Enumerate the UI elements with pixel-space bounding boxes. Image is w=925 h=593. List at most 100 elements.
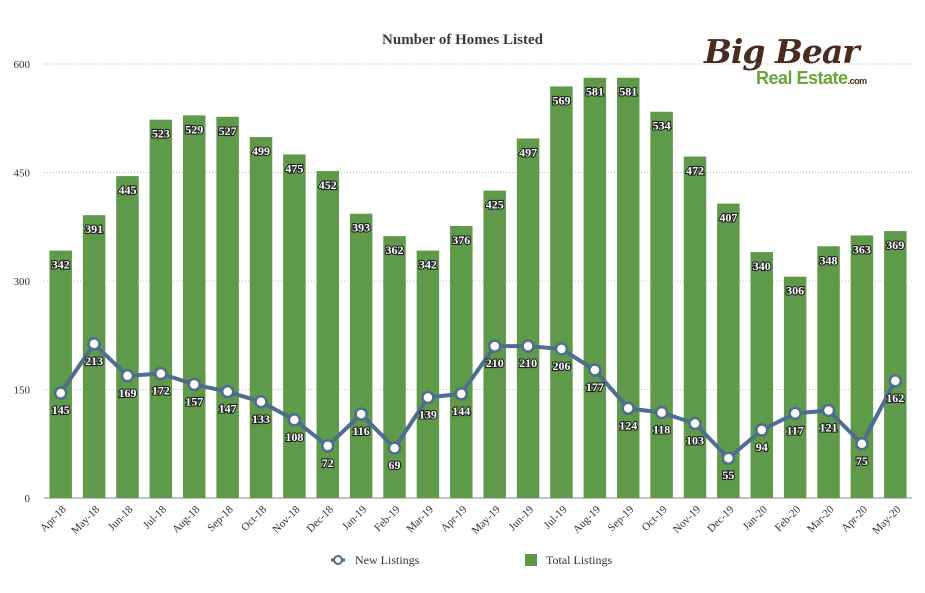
line-value-label: 210: [519, 356, 537, 370]
line-value-label: 139: [419, 407, 437, 421]
new-listings-point: [120, 369, 135, 383]
bar-total-listings: [316, 171, 340, 498]
line-value-label: 117: [786, 423, 803, 437]
bar-value-label: 342: [52, 258, 70, 272]
legend-label-total-listings: Total Listings: [546, 553, 612, 567]
new-listings-point: [688, 416, 702, 431]
line-value-label: 121: [820, 420, 838, 434]
new-listings-point: [888, 374, 903, 388]
new-listings-point: [788, 406, 802, 421]
new-listings-point: [855, 437, 869, 451]
bar-value-label: 376: [452, 233, 470, 247]
new-listings-point: [521, 339, 535, 353]
x-tick-label: Jul-19: [542, 503, 570, 531]
line-value-label: 103: [686, 433, 704, 447]
bar-total-listings: [884, 231, 907, 498]
bar-total-listings: [450, 226, 473, 498]
new-listings-point: [254, 395, 268, 409]
line-value-label: 69: [389, 458, 401, 472]
logo-suffix: .com: [847, 76, 868, 86]
new-listings-point: [421, 390, 435, 405]
bar-value-label: 340: [753, 259, 771, 273]
new-listings-point: [588, 363, 602, 377]
x-tick-label: Apr-20: [839, 503, 870, 534]
bar-value-label: 581: [586, 85, 604, 99]
bar-total-listings: [683, 156, 707, 498]
x-tick-label: Nov-19: [671, 503, 704, 536]
x-tick-label: Feb-20: [773, 503, 804, 534]
line-value-label: 124: [619, 418, 637, 432]
new-listings-point: [187, 377, 201, 392]
bar-value-label: 342: [419, 258, 437, 272]
line-value-label: 213: [85, 354, 103, 368]
line-value-label: 116: [352, 424, 369, 438]
bar-total-listings: [383, 236, 406, 499]
line-value-label: 133: [252, 412, 270, 426]
line-value-label: 157: [185, 394, 203, 408]
new-listings-point: [755, 423, 769, 437]
y-tick-label: 300: [14, 276, 31, 288]
bar-total-listings: [616, 77, 640, 498]
x-tick-label: Jan-20: [741, 503, 771, 533]
new-listings-point: [220, 384, 235, 399]
y-tick-label: 600: [14, 59, 31, 71]
line-value-label: 206: [552, 359, 570, 373]
bar-total-listings: [717, 203, 740, 498]
bar-total-listings: [550, 86, 573, 498]
y-tick-label: 0: [25, 493, 31, 505]
new-listings-point: [154, 366, 168, 381]
bar-total-listings: [817, 246, 840, 498]
bar-total-listings: [416, 250, 440, 498]
x-tick-label: Aug-18: [170, 503, 203, 536]
bar-total-listings: [149, 119, 173, 499]
line-value-label: 55: [722, 468, 734, 482]
chart-title: Number of Homes Listed: [382, 32, 543, 48]
x-tick-label: Nov-18: [270, 503, 303, 536]
bar-value-label: 452: [319, 178, 337, 192]
new-listings-point: [53, 386, 68, 400]
y-tick-label: 450: [14, 168, 31, 180]
bar-total-listings: [216, 116, 239, 498]
bar-value-label: 425: [486, 198, 504, 212]
new-listings-point: [87, 337, 101, 351]
new-listings-point: [321, 439, 335, 453]
line-value-label: 147: [219, 402, 237, 416]
bar-value-label: 523: [152, 127, 170, 141]
line-value-label: 144: [452, 404, 470, 418]
x-tick-label: Mar-20: [805, 503, 837, 535]
logo-sub-label: Real Estate: [756, 68, 848, 88]
new-listings-point: [554, 342, 569, 356]
x-tick-label: Jun-18: [106, 503, 136, 533]
legend-bar-swatch: [525, 554, 537, 566]
bar-value-label: 534: [653, 119, 671, 133]
x-tick-label: May-20: [870, 503, 903, 536]
bar-value-label: 472: [686, 164, 704, 178]
bar-total-listings: [750, 252, 774, 498]
bar-value-label: 475: [285, 161, 303, 175]
x-tick-label: Mar-19: [404, 503, 436, 535]
bar-value-label: 529: [185, 122, 203, 136]
x-tick-label: Jul-18: [141, 503, 169, 531]
y-tick-label: 150: [14, 385, 31, 397]
new-listings-point: [487, 339, 502, 353]
bar-value-label: 581: [619, 85, 637, 99]
bar-total-listings: [283, 154, 306, 498]
x-tick-label: Apr-18: [38, 503, 69, 534]
x-tick-label: May-19: [470, 503, 503, 536]
x-tick-label: Oct-19: [640, 503, 670, 533]
x-tick-label: Aug-19: [571, 503, 604, 536]
line-value-label: 177: [586, 380, 604, 394]
bar-total-listings: [116, 176, 139, 498]
bar-total-listings: [249, 137, 273, 498]
line-value-label: 172: [152, 384, 170, 398]
line-value-label: 108: [285, 430, 303, 444]
bar-total-listings: [49, 250, 72, 498]
legend-line-marker: [333, 555, 343, 565]
new-listings-point: [821, 403, 836, 418]
bar-value-label: 499: [252, 144, 270, 158]
new-listings-point: [621, 401, 635, 416]
bar-value-label: 445: [118, 183, 136, 197]
bar-value-label: 348: [820, 253, 838, 267]
